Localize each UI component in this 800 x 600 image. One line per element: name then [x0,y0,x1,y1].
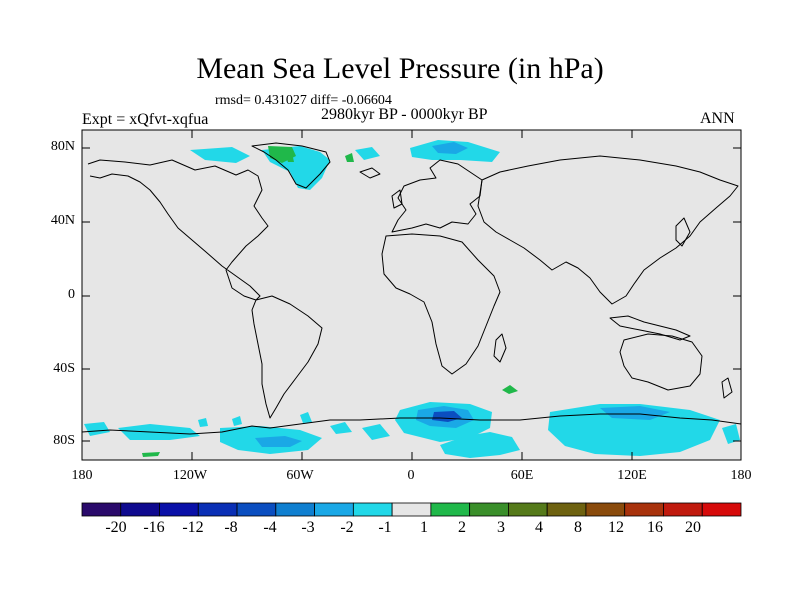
anomaly-antarctic-edge-cyan [722,424,740,444]
coast-new-zealand [721,377,733,399]
colorbar-swatch [508,502,548,517]
lat-label-40s: 40S [53,361,75,376]
anomaly-antarctic-small-cyan-5 [232,416,242,426]
coast-south-america [251,295,323,419]
colorbar-label: 12 [608,519,624,536]
coast-uk [391,189,403,209]
anomaly-antarctic-mid-cyan [440,432,520,458]
lat-label-40n: 40N [50,213,75,228]
colorbar-swatch [352,502,393,517]
period-label: 2980kyr BP - 0000kyr BP [321,106,488,123]
map-title: Mean Sea Level Pressure (in hPa) [196,52,604,85]
lat-label-80s: 80S [53,433,75,448]
anomaly-scandinavia-cyan [355,147,380,160]
coast-antarctica [81,413,742,435]
colorbar-swatch [624,502,664,517]
anomaly-canada-cyan [190,147,250,163]
coast-asia [477,155,739,305]
coast-greenland [251,142,331,189]
lat-label-0: 0 [68,287,75,302]
lon-label-180w: 180 [71,468,93,483]
anomaly-antarctic-small-cyan-6 [198,418,208,427]
colorbar-label: 3 [497,519,505,536]
experiment-label: Expt = xQfvt-xqfua [82,111,209,128]
lat-label-80n: 80N [50,139,75,154]
anomaly-antarctic-green-strip [142,452,160,457]
anomaly-antarctic-small-cyan-3 [330,422,352,434]
anomaly-antarctic-small-cyan-4 [300,412,312,423]
anomaly-antarctic-small-cyan-1 [84,422,110,436]
coast-africa [381,233,501,375]
anomaly-antarctic-far-east-cyan [548,404,720,456]
coast-japan [675,217,691,247]
anomaly-antarctic-small-cyan-2 [362,424,390,440]
colorbar-swatch [275,502,315,517]
colorbar-label: -3 [301,519,315,536]
colorbar-label: 2 [458,519,466,536]
colorbar-swatch [585,502,626,517]
coastlines [81,142,742,435]
anomaly-svalbard-blue [432,142,468,154]
colorbar-label: 16 [647,519,663,536]
colorbar-swatch [663,502,703,517]
lon-label-180e: 180 [730,468,752,483]
lon-label-120w: 120W [172,468,208,483]
colorbar-label: -1 [378,519,392,536]
colorbar-label: -4 [263,519,277,536]
colorbar-swatch [236,502,277,517]
colorbar-label: 4 [535,519,543,536]
colorbar-label: 1 [420,519,428,536]
coast-north-america [87,159,269,301]
anomaly-green-dot-1 [345,153,354,162]
lon-label-60e: 60E [510,468,534,483]
coast-australia [619,333,703,391]
lon-label-60w: 60W [286,468,314,483]
colorbar-label: -12 [182,519,204,536]
colorbar-swatch [81,502,122,517]
colorbar-label: -8 [224,519,238,536]
colorbar-swatch [701,502,742,517]
stats-text: rmsd= 0.431027 diff= -0.06604 [215,93,392,108]
colorbar-swatch [546,502,587,517]
coast-madagascar [493,333,507,363]
colorbar-label: -16 [143,519,165,536]
colorbar [81,502,742,517]
anomaly-antarctic-far-east-blue [600,406,670,420]
colorbar-label: -20 [105,519,127,536]
colorbar-swatch [120,502,160,517]
lon-label-0: 0 [407,468,415,483]
colorbar-label: 20 [685,519,701,536]
lon-label-120e: 120E [617,468,647,483]
colorbar-swatch [430,502,471,517]
anomaly-antarctic-east-dark [432,411,462,422]
colorbar-label: 8 [574,519,582,536]
anomaly-southern-ocean-green [502,385,518,394]
colorbar-swatch [159,502,199,517]
season-label: ANN [700,110,735,127]
colorbar-swatch [469,502,509,517]
anomaly-patches [84,140,740,458]
colorbar-swatch [391,502,432,517]
colorbar-swatch [197,502,238,517]
coast-europe [391,159,483,233]
coast-iceland [359,167,381,179]
colorbar-label: -2 [340,519,354,536]
anomaly-green-dot-2 [286,153,294,162]
anomaly-antarctic-west-blue [255,436,302,447]
coast-indonesia [609,315,691,341]
axis-ticks [81,130,742,460]
colorbar-swatch [314,502,354,517]
